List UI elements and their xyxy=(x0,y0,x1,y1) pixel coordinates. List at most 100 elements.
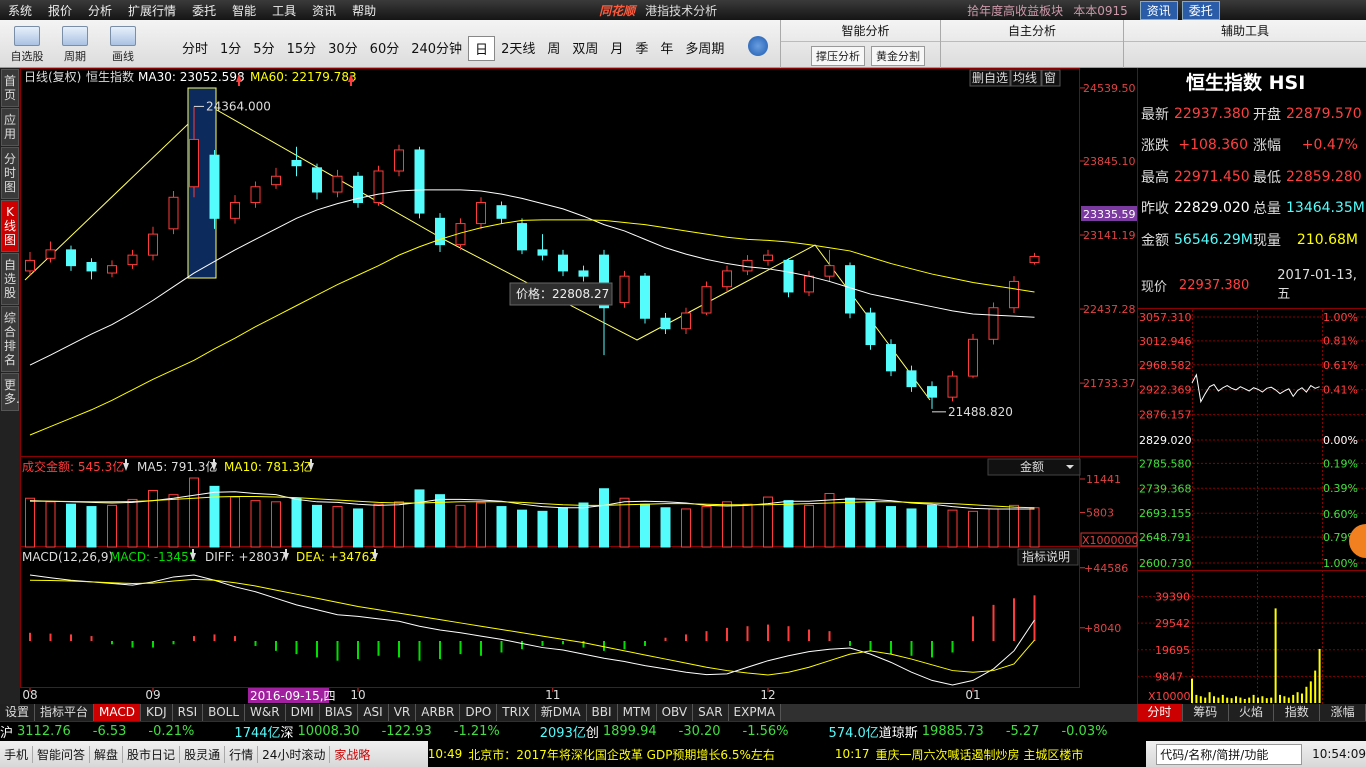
period-button[interactable]: 分时 xyxy=(182,42,209,57)
header-button[interactable] xyxy=(1041,69,1061,87)
side-tab[interactable]: 分时 xyxy=(1137,704,1183,721)
header-button[interactable] xyxy=(969,69,1011,87)
menu-button[interactable]: 资讯 xyxy=(1139,0,1178,20)
candle-body xyxy=(804,275,814,293)
menu-item[interactable]: 智能 xyxy=(232,3,257,18)
zero-tag xyxy=(1138,433,1192,447)
menu-item[interactable]: 资讯 xyxy=(312,3,337,18)
period-button[interactable]: 1分 xyxy=(220,42,242,57)
period-button[interactable]: 60分 xyxy=(369,42,400,57)
selector[interactable] xyxy=(987,458,1081,476)
quote-value: 210.68M xyxy=(1296,231,1358,248)
side-tab[interactable]: 指数 xyxy=(1274,704,1321,721)
header-button-label: 删自选 xyxy=(972,71,1008,85)
indicator-tab[interactable]: RSI xyxy=(172,704,204,721)
status-link[interactable]: 股市日记 xyxy=(123,745,181,763)
indicator-tab[interactable]: ASI xyxy=(358,704,389,721)
indicator-tab[interactable]: EXPMA xyxy=(728,704,782,721)
period-button[interactable]: 月 xyxy=(610,42,624,57)
volume-bar xyxy=(640,503,650,548)
indicator-tab[interactable]: 指标平台 xyxy=(35,704,95,721)
indicator-tab[interactable]: MTM xyxy=(617,704,657,721)
menu-item[interactable]: 工具 xyxy=(272,3,297,18)
ticker-pct: -0.03% xyxy=(1061,724,1108,739)
header-button[interactable] xyxy=(1010,69,1042,87)
side-tab[interactable]: 应用 xyxy=(1,108,19,146)
indicator-tab[interactable]: DPO xyxy=(460,704,498,721)
volume-bar xyxy=(1029,507,1040,548)
settings-icon[interactable] xyxy=(748,36,768,56)
indicator-tab[interactable]: 设置 xyxy=(0,704,36,721)
period-button[interactable]: 双周 xyxy=(572,42,599,57)
float-badge[interactable] xyxy=(1349,524,1366,558)
menu-button[interactable]: 委托 xyxy=(1181,0,1220,20)
side-tab[interactable]: 分时图 xyxy=(1,147,19,199)
search-box[interactable]: 代码/名称/简拼/功能 xyxy=(1156,743,1303,765)
candle-body xyxy=(209,154,220,219)
period-button[interactable]: 15分 xyxy=(286,42,317,57)
y-tick-label: 2829.020 xyxy=(1139,434,1192,447)
y-tick-label: 19695 xyxy=(1155,644,1190,657)
candle-body xyxy=(537,249,548,256)
menu-item[interactable]: 报价 xyxy=(48,3,73,18)
indicator-tab[interactable]: BBI xyxy=(586,704,618,721)
side-tab[interactable]: 综合排名 xyxy=(1,306,19,372)
period-button[interactable]: 日 xyxy=(468,36,496,61)
status-link[interactable]: 24小时滚动 xyxy=(258,745,331,763)
menu-item[interactable]: 扩展行情 xyxy=(128,3,177,18)
y-tick-label: 24539.50 xyxy=(1083,82,1136,95)
period-button[interactable]: 2天线 xyxy=(501,42,536,57)
indicator-tab[interactable]: W&R xyxy=(245,704,286,721)
quote-label: 现量 xyxy=(1253,232,1281,249)
period-button[interactable]: 30分 xyxy=(328,42,358,57)
indicator-tab[interactable]: VR xyxy=(388,704,417,721)
indicator-tab[interactable]: BOLL xyxy=(203,704,246,721)
indicator-tab[interactable]: OBV xyxy=(656,704,694,721)
period-button[interactable]: 周 xyxy=(547,42,561,57)
candle-body xyxy=(988,307,999,340)
indicator-tab[interactable]: BIAS xyxy=(319,704,359,721)
status-link[interactable]: 智能问答 xyxy=(33,745,91,763)
tool-button[interactable]: 自选股 xyxy=(8,24,46,64)
candle-body xyxy=(681,312,691,330)
period-button[interactable]: 240分钟 xyxy=(411,42,463,57)
y2-tick-label: 0.60% xyxy=(1323,508,1358,521)
side-tab[interactable]: 首页 xyxy=(1,69,19,107)
period-label: 日线(复权) xyxy=(24,70,81,84)
side-tab[interactable]: 自选股 xyxy=(1,253,19,305)
indicator-tab[interactable]: KDJ xyxy=(141,704,173,721)
indicator-tab[interactable]: TRIX xyxy=(497,704,536,721)
volume-bar xyxy=(865,501,876,548)
tool-button[interactable]: 画线 xyxy=(104,24,142,64)
news-ticker: 10:49 北京市：2017年将深化国企改革 GDP预期增长6.5%左右 10:17… xyxy=(427,741,1147,767)
candle-body xyxy=(291,159,302,167)
menu-item[interactable]: 系统 xyxy=(8,3,33,18)
indicator-tab[interactable]: DMI xyxy=(285,704,320,721)
indicator-tab[interactable]: SAR xyxy=(693,704,729,721)
side-tab[interactable]: 更多.. xyxy=(1,373,24,411)
period-button[interactable]: 5分 xyxy=(253,42,275,57)
period-button[interactable]: 年 xyxy=(660,42,674,57)
status-link[interactable]: 手机 xyxy=(0,745,34,763)
tool-icon xyxy=(62,26,88,46)
status-link[interactable]: 行情 xyxy=(225,745,259,763)
indicator-tab[interactable]: 新DMA xyxy=(535,704,587,721)
menu-item[interactable]: 帮助 xyxy=(352,3,377,18)
side-tab[interactable]: K线图 xyxy=(1,200,19,252)
indicator-tab[interactable]: MACD xyxy=(94,704,142,721)
menu-item[interactable]: 委托 xyxy=(192,3,217,18)
status-link[interactable]: 股灵通 xyxy=(180,745,226,763)
status-link[interactable]: 解盘 xyxy=(90,745,124,763)
menu-item[interactable]: 分析 xyxy=(88,3,113,18)
side-tab[interactable]: 筹码 xyxy=(1182,704,1229,721)
candle-body xyxy=(332,175,343,193)
ticker-amount: 2093亿 xyxy=(539,726,586,741)
tool-button[interactable]: 周期 xyxy=(56,24,94,64)
help-button[interactable] xyxy=(1017,548,1079,566)
indicator-tab[interactable]: ARBR xyxy=(416,704,461,721)
side-tab[interactable]: 火焰 xyxy=(1228,704,1275,721)
side-tab[interactable]: 涨幅 xyxy=(1320,704,1366,721)
period-button[interactable]: 多周期 xyxy=(685,42,725,57)
period-button[interactable]: 季 xyxy=(635,42,649,57)
volume-bar xyxy=(722,501,732,548)
